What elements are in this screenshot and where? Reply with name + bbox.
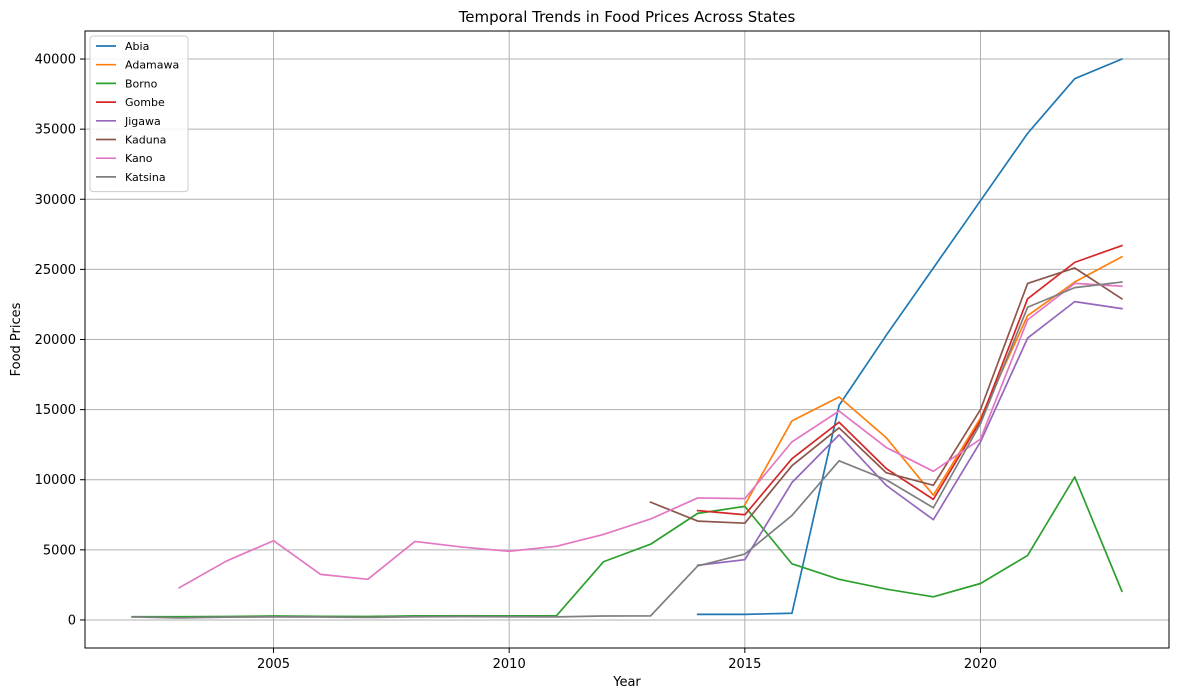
legend-label: Jigawa [124, 115, 161, 128]
legend-label: Gombe [125, 96, 165, 109]
y-tick-label: 15000 [35, 403, 76, 418]
grid [85, 31, 1169, 648]
series-line-jigawa [696, 300, 1123, 567]
y-tick-label: 20000 [35, 333, 76, 348]
y-tick-label: 0 [68, 613, 76, 628]
y-tick-label: 10000 [35, 473, 76, 488]
y-tick-label: 25000 [35, 263, 76, 278]
legend-label: Katsina [125, 171, 166, 184]
legend-label: Kaduna [125, 134, 166, 147]
y-tick-label: 35000 [35, 123, 76, 138]
y-axis-label: Food Prices [9, 302, 24, 376]
x-tick-label: 2005 [257, 657, 290, 672]
x-tick-label: 2015 [728, 657, 761, 672]
chart-title: Temporal Trends in Food Prices Across St… [458, 8, 796, 26]
series-lines [131, 57, 1124, 619]
series-line-katsina [131, 281, 1123, 619]
legend-label: Adamawa [125, 59, 179, 72]
legend-label: Kano [125, 152, 153, 165]
y-tick-label: 5000 [43, 543, 76, 558]
y-tick-label: 30000 [35, 193, 76, 208]
axis-ticks: 2005 2010 2015 2020 0 5000 10000 15000 20000 2500… [35, 53, 997, 672]
legend-label: Abia [125, 40, 149, 53]
legend-box [89, 35, 189, 193]
legend-label: Borno [125, 77, 158, 90]
y-tick-label: 40000 [35, 53, 76, 68]
x-axis-label: Year [612, 675, 641, 690]
x-tick-label: 2020 [964, 657, 997, 672]
series-line-gombe [696, 244, 1123, 516]
series-line-abia [696, 57, 1123, 616]
series-line-adamawa [743, 255, 1124, 507]
x-tick-label: 2010 [493, 657, 526, 672]
legend: Abia Adamawa Borno Gombe Jigawa Kaduna Kano Kat… [89, 35, 189, 193]
series-line-kano [178, 282, 1123, 589]
series-line-kaduna [649, 267, 1124, 525]
